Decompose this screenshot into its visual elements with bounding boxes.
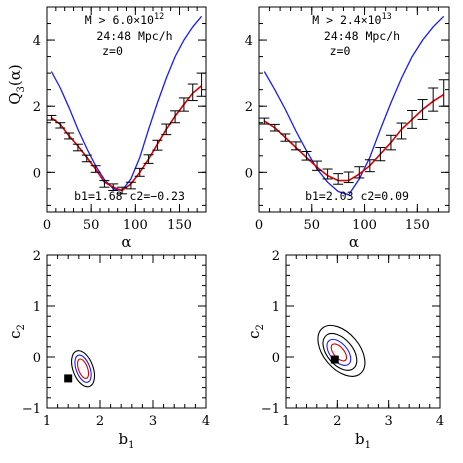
- confidence-contour: [317, 324, 366, 377]
- x-tick-label: 0: [43, 218, 51, 233]
- series-area: [259, 15, 449, 196]
- x-tick-label: 4: [436, 414, 444, 429]
- y-tick-label: 2: [272, 249, 280, 264]
- y-tick-label: 0: [33, 351, 41, 366]
- confidence-contour: [71, 350, 96, 388]
- x-tick-label: 1: [43, 414, 51, 429]
- x-tick-label: 50: [83, 218, 100, 233]
- y-tick-label: 1: [272, 300, 280, 315]
- x-axis-label: b1: [355, 430, 371, 451]
- x-tick-label: 150: [405, 218, 430, 233]
- scale-label: 24:48 Mpc/h: [324, 29, 400, 43]
- x-tick-label: 2: [333, 414, 341, 429]
- x-tick-label: 100: [123, 218, 148, 233]
- x-tick-label: 2: [96, 414, 104, 429]
- x-tick-label: 3: [385, 414, 393, 429]
- panel-top-right: 0 50 100 150 0 2 4 M > 2.4×1013 24:48 Mpc/hz=0 b1…: [245, 6, 450, 251]
- mass-threshold-label: M > 6.0×1012: [85, 12, 165, 27]
- best-fit-marker: [330, 355, 339, 364]
- confidence-contour: [77, 358, 90, 379]
- y-tick-label: 0: [272, 351, 280, 366]
- confidence-contour: [326, 338, 352, 366]
- panel-top-left: 0 50 100 150 0 2 4 M > 6.0×1012 24:48 Mpc/hz=0 b1…: [6, 6, 207, 251]
- x-tick-label: 3: [149, 414, 157, 429]
- x-axis-label: α: [349, 233, 359, 251]
- y-tick-label: 4: [245, 34, 253, 49]
- x-tick-label: 100: [352, 218, 377, 233]
- x-tick-label: 1: [282, 414, 290, 429]
- panel-bottom-right: 1 2 3 4 −1 0 1 2 b1 c2: [245, 249, 444, 451]
- x-tick-label: 50: [304, 218, 321, 233]
- series-area: [47, 15, 206, 195]
- best-fit-marker: [64, 374, 73, 383]
- contour-area: [64, 350, 96, 388]
- x-axis-label: α: [121, 233, 131, 251]
- y-axis-label: Q3(α): [6, 64, 27, 105]
- y-tick-label: 4: [33, 34, 41, 49]
- contour-area: [317, 324, 366, 377]
- scale-label: 24:48 Mpc/h: [96, 29, 172, 43]
- mass-threshold-label: M > 2.4×1013: [312, 12, 392, 27]
- confidence-contour: [322, 332, 358, 371]
- x-tick-label: 150: [167, 218, 192, 233]
- red-model-line: [263, 93, 445, 182]
- x-tick-label: 0: [255, 218, 263, 233]
- x-axis-label: b1: [119, 430, 135, 451]
- redshift-label: z=0: [330, 44, 351, 58]
- plot-frame: [46, 254, 207, 409]
- y-tick-label: −1: [261, 402, 280, 417]
- confidence-contour: [74, 354, 92, 383]
- y-tick-label: 2: [245, 100, 253, 115]
- fit-parameters-label: b1=2.03 c2=0.09: [305, 189, 409, 203]
- blue-model-line: [263, 15, 445, 196]
- y-axis-label: c2: [245, 324, 266, 339]
- fit-parameters-label: b1=1.68 c2=−0.23: [74, 189, 185, 203]
- panel-bottom-left: 1 2 3 4 −1 0 1 2 b1 c2: [6, 249, 210, 451]
- red-model-line: [50, 85, 203, 192]
- x-tick-label: 4: [202, 414, 210, 429]
- y-axis-label: c2: [6, 324, 27, 339]
- y-tick-label: 0: [33, 166, 41, 181]
- redshift-label: z=0: [102, 44, 123, 58]
- plot-frame: [285, 254, 441, 409]
- y-tick-label: −1: [22, 402, 41, 417]
- blue-model-line: [50, 15, 203, 192]
- y-tick-label: 2: [33, 249, 41, 264]
- y-tick-label: 2: [33, 100, 41, 115]
- y-tick-label: 1: [33, 300, 41, 315]
- y-tick-label: 0: [245, 166, 253, 181]
